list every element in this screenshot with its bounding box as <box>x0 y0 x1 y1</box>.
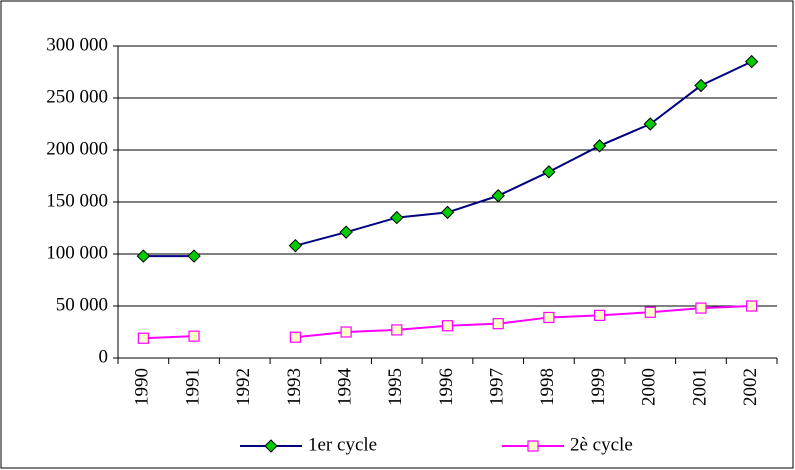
y-tick-label: 0 <box>99 346 109 367</box>
x-tick-label: 1993 <box>284 368 305 406</box>
x-tick-label: 1997 <box>487 368 508 406</box>
marker <box>592 139 607 153</box>
y-tick-label: 150 000 <box>46 190 108 211</box>
marker <box>643 117 657 131</box>
marker <box>391 324 403 336</box>
x-tick-label: 2001 <box>689 368 710 406</box>
x-tick-label: 1998 <box>537 368 558 406</box>
x-tick-label: 2000 <box>639 368 660 406</box>
marker <box>694 78 708 93</box>
x-tick-label: 1994 <box>334 368 355 407</box>
marker <box>644 306 656 318</box>
x-tick-label: 1991 <box>182 368 203 406</box>
marker <box>542 165 556 179</box>
x-tick-label: 2002 <box>740 368 761 406</box>
x-tick-label: 1995 <box>385 368 406 406</box>
legend-label: 2è cycle <box>570 434 633 455</box>
marker <box>187 249 201 263</box>
marker <box>491 189 505 203</box>
marker <box>744 54 759 69</box>
x-tick-label: 1999 <box>588 368 609 406</box>
x-tick-label: 1992 <box>233 368 254 406</box>
marker <box>441 320 454 332</box>
marker <box>137 332 149 344</box>
legend-label: 1er cycle <box>308 434 377 455</box>
y-tick-label: 50 000 <box>56 294 108 315</box>
marker <box>440 205 455 220</box>
x-tick-label: 1996 <box>436 368 457 406</box>
marker <box>390 210 404 225</box>
x-tick-label: 1990 <box>132 368 153 406</box>
y-tick-label: 200 000 <box>46 138 108 159</box>
y-tick-label: 100 000 <box>46 242 108 263</box>
marker <box>340 326 352 338</box>
marker <box>543 311 555 324</box>
marker <box>288 238 303 253</box>
marker <box>746 300 758 312</box>
legend-marker <box>264 439 278 453</box>
marker <box>339 225 353 239</box>
legend-marker <box>527 440 539 452</box>
series-line <box>143 60 753 258</box>
y-tick-label: 250 000 <box>46 86 108 107</box>
y-tick-label: 300 000 <box>46 34 108 55</box>
marker <box>289 331 302 343</box>
marker <box>593 309 606 321</box>
marker <box>695 302 707 314</box>
marker <box>188 330 200 342</box>
series-line <box>143 305 752 340</box>
marker <box>492 318 504 330</box>
marker <box>136 249 151 263</box>
